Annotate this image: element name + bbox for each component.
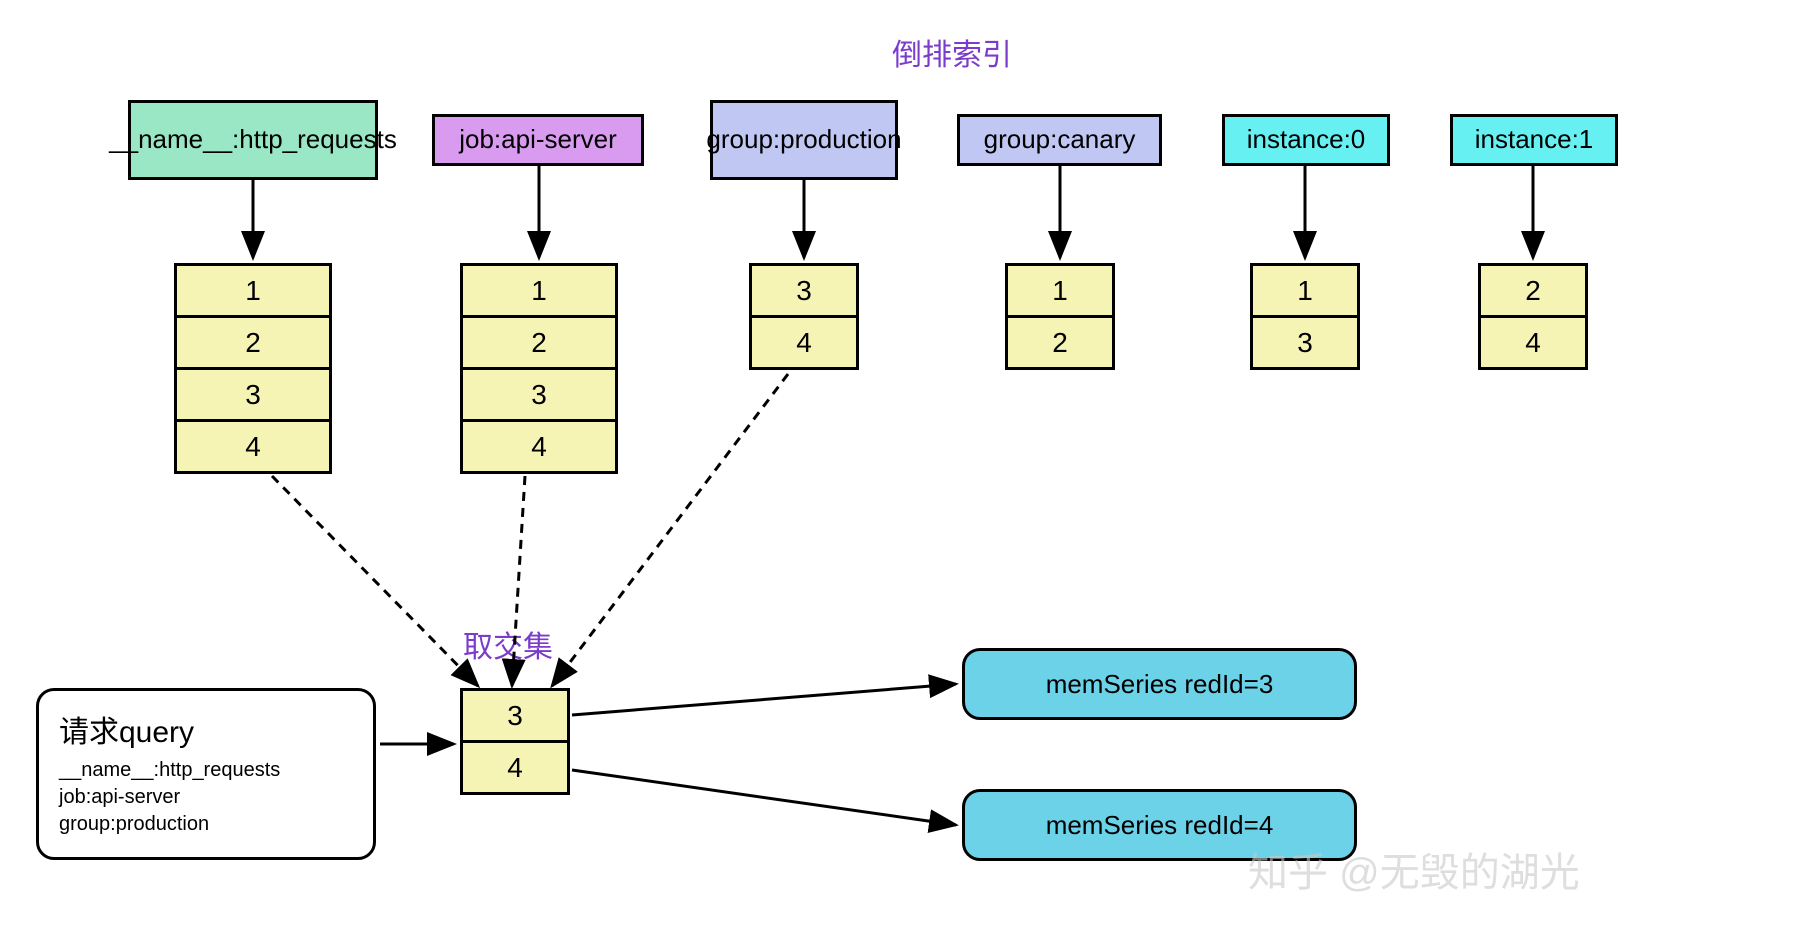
- list-cell: 1: [174, 263, 332, 318]
- list-cell: 3: [1250, 315, 1360, 370]
- watermark: 知乎 @无毁的湖光: [1248, 840, 1580, 898]
- list-cell: 3: [460, 367, 618, 422]
- list-cell: 3: [174, 367, 332, 422]
- label-inst0: instance:0: [1222, 114, 1390, 166]
- list-l-inst1: 24: [1478, 263, 1588, 370]
- list-cell: 2: [1005, 315, 1115, 370]
- title-intersect: 取交集: [463, 622, 553, 666]
- query-line: group:production: [59, 811, 353, 838]
- list-cell: 1: [460, 263, 618, 318]
- list-cell: 4: [460, 419, 618, 474]
- list-cell: 2: [460, 315, 618, 370]
- list-cell: 2: [1478, 263, 1588, 318]
- list-l-inst0: 13: [1250, 263, 1360, 370]
- list-cell: 1: [1250, 263, 1360, 318]
- intersect-cell: 4: [460, 740, 570, 795]
- query-line: job:api-server: [59, 784, 353, 811]
- query-title: 请求query: [59, 707, 353, 751]
- list-cell: 4: [749, 315, 859, 370]
- list-cell: 1: [1005, 263, 1115, 318]
- label-gcan: group:canary: [957, 114, 1162, 166]
- query-box: 请求query __name__:http_requestsjob:api-se…: [36, 688, 376, 860]
- list-cell: 2: [174, 315, 332, 370]
- intersect-cell: 3: [460, 688, 570, 743]
- label-inst1: instance:1: [1450, 114, 1618, 166]
- label-gprod: group:production: [710, 100, 898, 180]
- list-l-name: 1234: [174, 263, 332, 474]
- list-l-job: 1234: [460, 263, 618, 474]
- list-cell: 4: [1478, 315, 1588, 370]
- result-box-0: memSeries redId=3: [962, 648, 1357, 720]
- label-job: job:api-server: [432, 114, 644, 166]
- query-line: __name__:http_requests: [59, 757, 353, 784]
- list-l-gcan: 12: [1005, 263, 1115, 370]
- intersect-list: 34: [460, 688, 570, 795]
- list-cell: 4: [174, 419, 332, 474]
- label-name: __name__:http_requests: [128, 100, 378, 180]
- title-top: 倒排索引: [892, 30, 1012, 74]
- list-cell: 3: [749, 263, 859, 318]
- list-l-gprod: 34: [749, 263, 859, 370]
